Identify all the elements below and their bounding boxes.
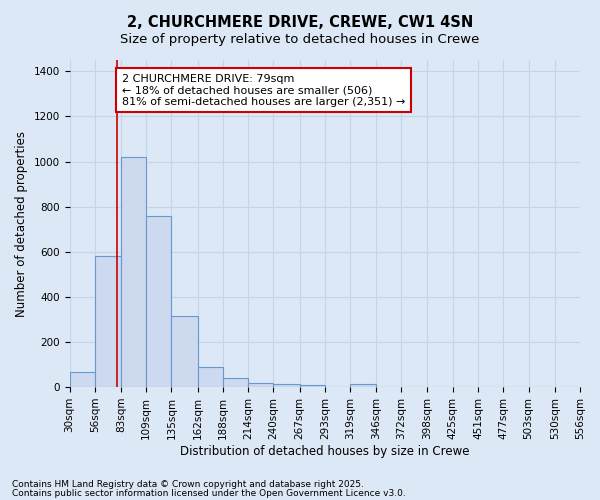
Y-axis label: Number of detached properties: Number of detached properties [15, 130, 28, 316]
Bar [172, 316, 197, 387]
Bar [146, 216, 172, 387]
Bar [299, 385, 325, 387]
Text: Size of property relative to detached houses in Crewe: Size of property relative to detached ho… [121, 32, 479, 46]
Bar [223, 378, 248, 387]
X-axis label: Distribution of detached houses by size in Crewe: Distribution of detached houses by size … [180, 444, 470, 458]
Bar [248, 382, 274, 387]
Bar [197, 367, 223, 387]
Text: Contains HM Land Registry data © Crown copyright and database right 2025.: Contains HM Land Registry data © Crown c… [12, 480, 364, 489]
Bar [70, 372, 95, 387]
Text: Contains public sector information licensed under the Open Government Licence v3: Contains public sector information licen… [12, 488, 406, 498]
Bar [274, 384, 299, 387]
Bar [350, 384, 376, 387]
Bar [121, 157, 146, 387]
Text: 2, CHURCHMERE DRIVE, CREWE, CW1 4SN: 2, CHURCHMERE DRIVE, CREWE, CW1 4SN [127, 15, 473, 30]
Text: 2 CHURCHMERE DRIVE: 79sqm
← 18% of detached houses are smaller (506)
81% of semi: 2 CHURCHMERE DRIVE: 79sqm ← 18% of detac… [122, 74, 406, 106]
Bar [95, 256, 121, 387]
